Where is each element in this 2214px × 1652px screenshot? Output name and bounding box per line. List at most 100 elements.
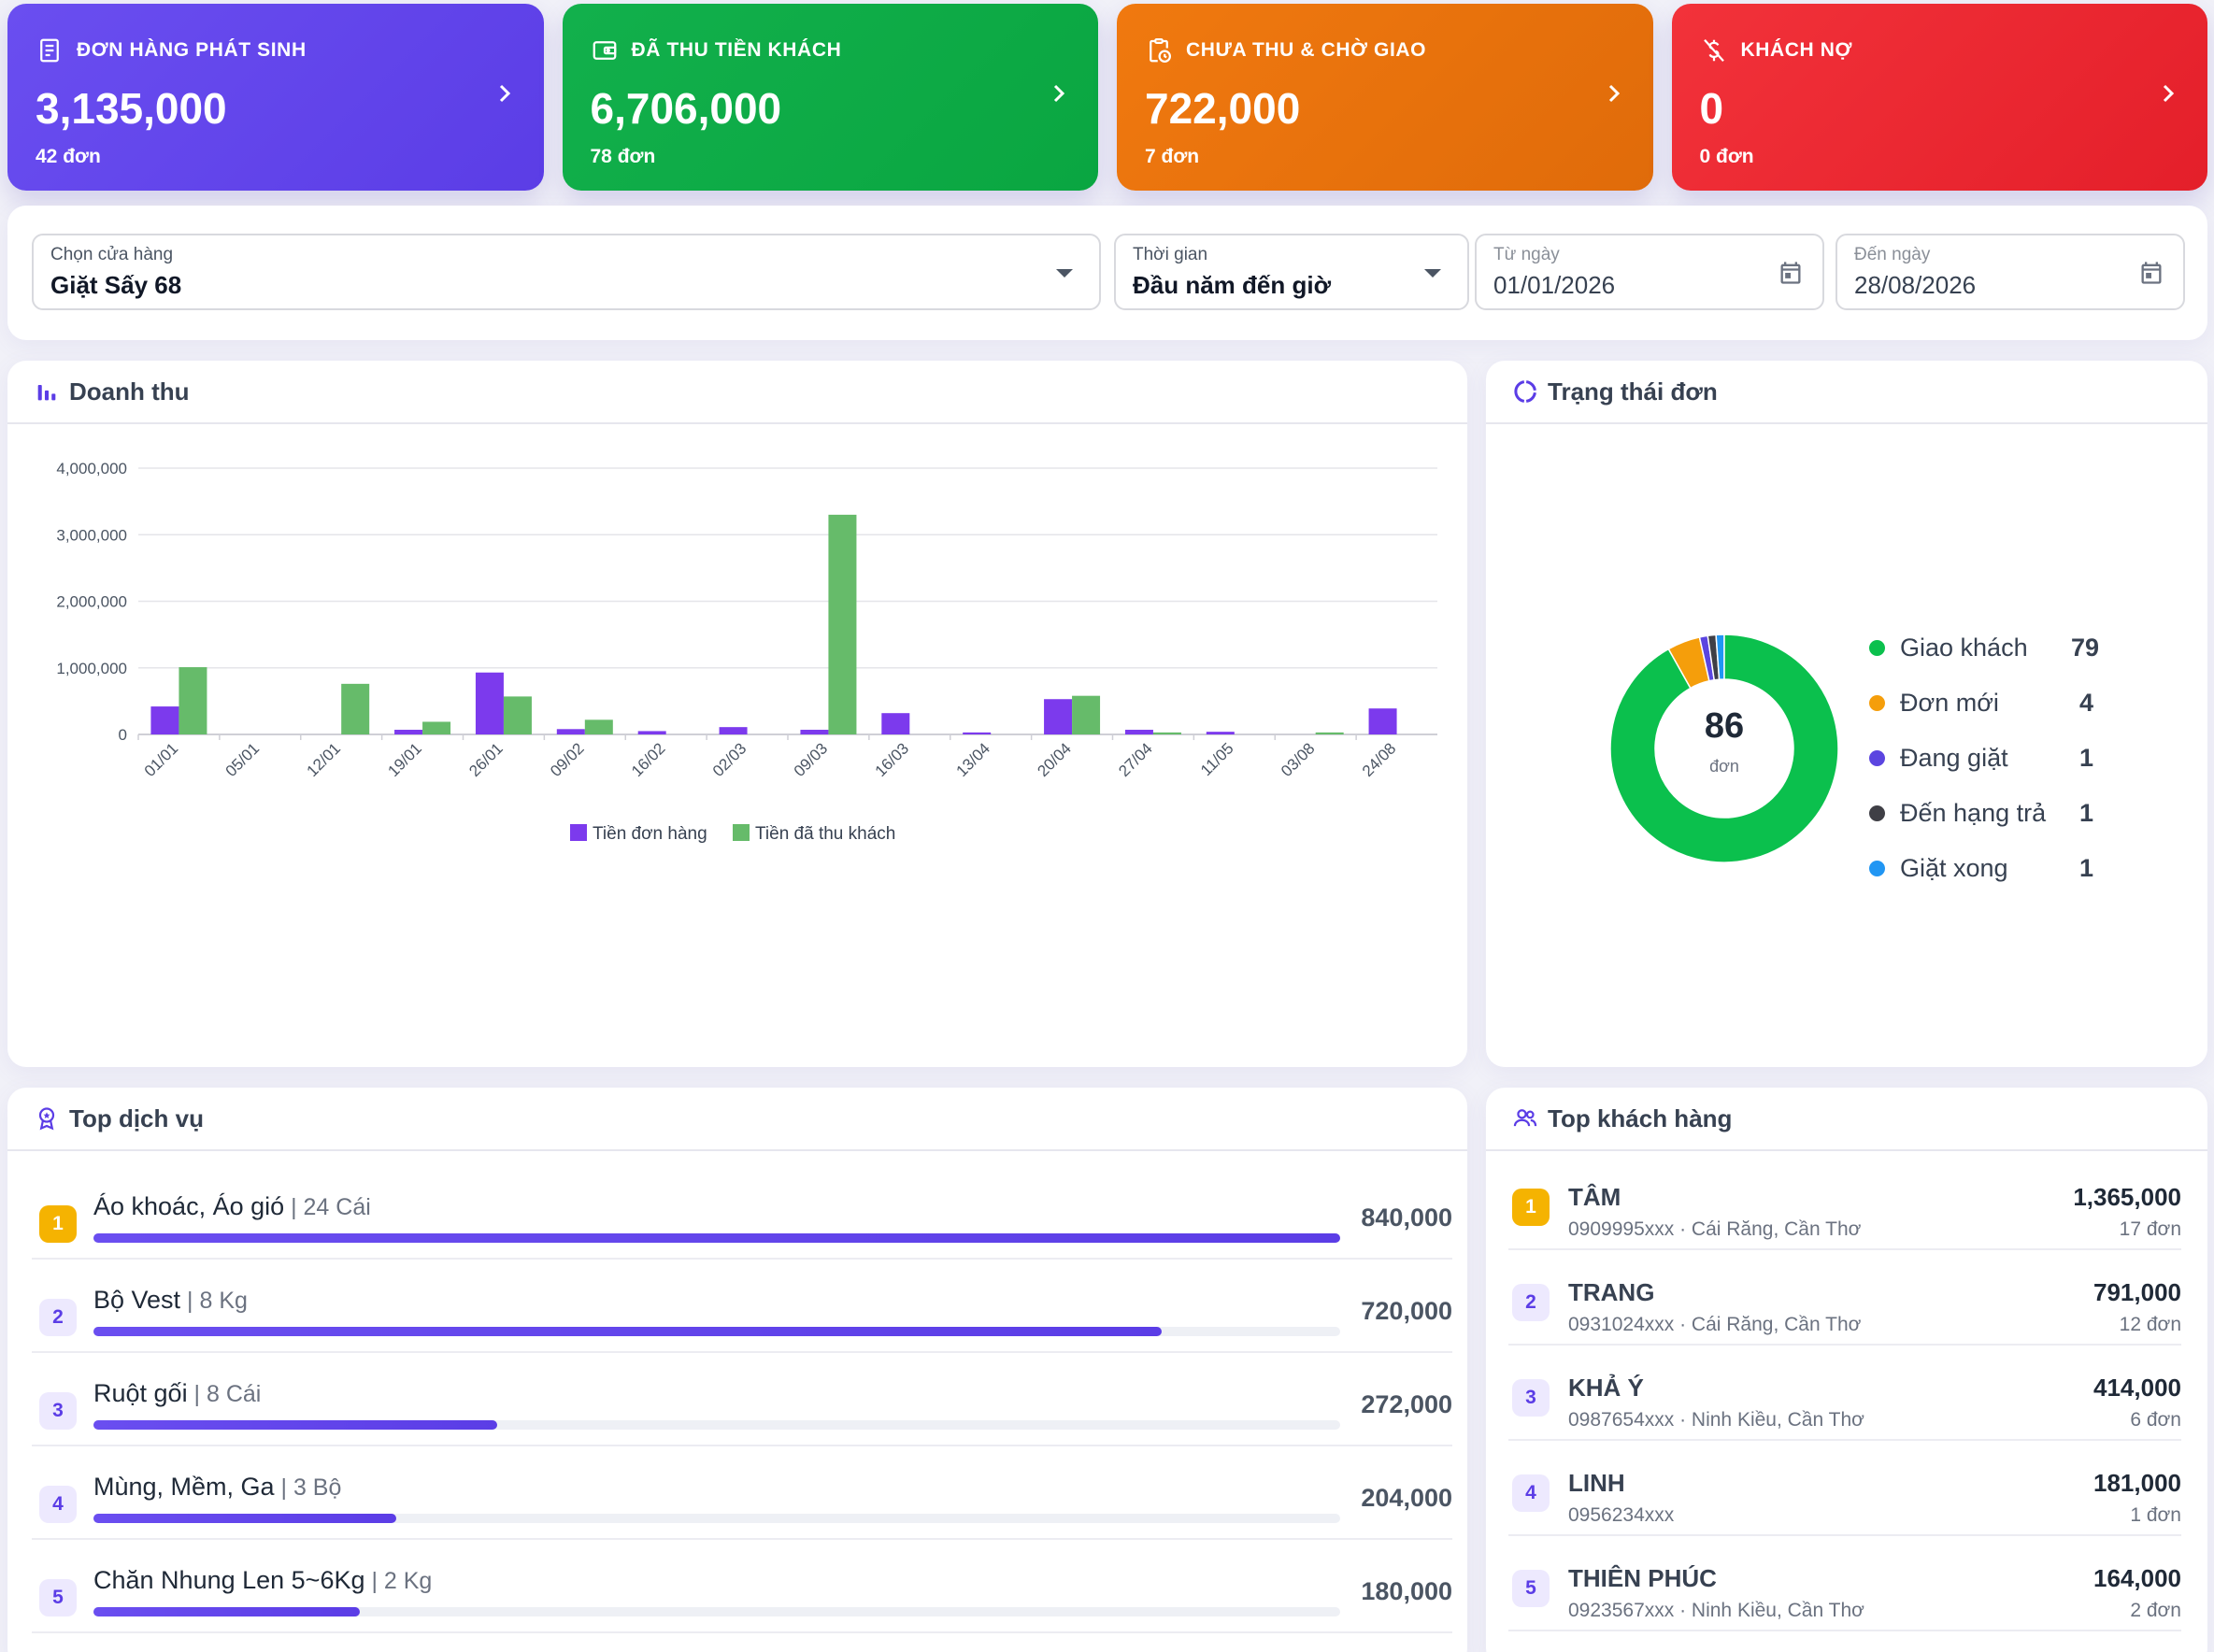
calendar-icon[interactable] — [2138, 260, 2164, 286]
store-select-label: Chọn cửa hàng — [50, 245, 174, 264]
status-count: 1 — [2078, 744, 2093, 772]
bar-order-amount[interactable] — [556, 729, 585, 734]
kpi-title: ĐÃ THU TIỀN KHÁCH — [631, 39, 842, 61]
store-select[interactable]: Chọn cửa hàng Giặt Sấy 68 — [32, 234, 1101, 310]
bar-collected-amount[interactable] — [1072, 695, 1101, 734]
x-tick-label: 02/03 — [709, 739, 750, 780]
bar-collected-amount[interactable] — [422, 721, 451, 734]
customer-orders: 12 đơn — [2119, 1314, 2181, 1335]
bar-order-amount[interactable] — [1206, 732, 1235, 734]
service-row[interactable]: 4 Mùng, Mềm, Ga | 3 Bộ 204,000 — [32, 1446, 1452, 1540]
y-tick-label: 2,000,000 — [56, 593, 127, 611]
bar-order-amount[interactable] — [719, 727, 748, 734]
bar-order-amount[interactable] — [394, 730, 423, 734]
chevron-right-icon[interactable] — [493, 82, 516, 105]
service-bar-track — [93, 1420, 1340, 1430]
bar-collected-amount[interactable] — [1152, 732, 1181, 734]
to-date-field[interactable]: Đến ngày 28/08/2026 — [1835, 234, 2185, 310]
legend-swatch — [733, 824, 750, 841]
bar-order-amount[interactable] — [963, 732, 992, 734]
customer-row[interactable]: 1 TÂM 0909995xxx · Cái Răng, Cần Thơ 1,365,… — [1508, 1155, 2181, 1250]
bar-order-amount[interactable] — [1044, 699, 1073, 734]
services-panel-title: Top dịch vụ — [69, 1104, 204, 1132]
bar-order-amount[interactable] — [881, 713, 910, 734]
wallet-icon — [593, 41, 616, 60]
kpi-title: CHƯA THU & CHỜ GIAO — [1186, 39, 1427, 61]
status-legend-item: Giặt xong 1 — [1869, 841, 2093, 896]
x-tick-label: 16/03 — [872, 739, 913, 780]
from-date-field[interactable]: Từ ngày 01/01/2026 — [1475, 234, 1824, 310]
service-row[interactable]: 3 Ruột gối | 8 Cái 272,000 — [32, 1353, 1452, 1446]
rank-badge: 2 — [39, 1299, 77, 1336]
bar-collected-amount[interactable] — [179, 667, 207, 734]
rank-badge: 1 — [1512, 1189, 1550, 1226]
filter-bar: Chọn cửa hàng Giặt Sấy 68 Thời gian Đầu … — [7, 206, 2207, 340]
customer-row[interactable]: 4 LINH 0956234xxx 181,000 1 đơn — [1508, 1441, 2181, 1536]
service-qty: 24 Cái — [303, 1194, 371, 1220]
kpi-value: 3,135,000 — [36, 84, 227, 133]
customers-panel: Top khách hàng 1 TÂM 0909995xxx · Cái Răng… — [1486, 1088, 2207, 1652]
bar-order-amount[interactable] — [800, 730, 829, 734]
services-panel-header: Top dịch vụ — [7, 1088, 1467, 1151]
service-qty: 3 Bộ — [293, 1474, 342, 1501]
x-tick-label: 03/08 — [1278, 739, 1319, 780]
y-tick-label: 0 — [119, 726, 127, 744]
kpi-title: ĐƠN HÀNG PHÁT SINH — [77, 39, 307, 61]
donut-progress-icon — [1514, 380, 1536, 403]
customer-row[interactable]: 5 THIÊN PHÚC 0923567xxx · Ninh Kiều, Cần T… — [1508, 1536, 2181, 1631]
revenue-chart: 0 1,000,000 2,000,000 3,000,000 4,000,000 01/… — [56, 460, 1437, 844]
bar-collected-amount[interactable] — [584, 719, 613, 734]
status-panel-header: Trạng thái đơn — [1486, 361, 2207, 424]
donut-slice[interactable] — [1609, 634, 1839, 863]
status-legend-item: Đến hạng trả 1 — [1869, 786, 2093, 841]
service-qty: 8 Cái — [206, 1381, 262, 1407]
customer-orders: 17 đơn — [2119, 1218, 2181, 1240]
status-legend-item: Đơn mới 4 — [1869, 676, 2093, 731]
chevron-right-icon[interactable] — [1048, 82, 1070, 105]
bar-collected-amount[interactable] — [828, 514, 857, 734]
service-row[interactable]: 2 Bộ Vest | 8 Kg 720,000 — [32, 1260, 1452, 1353]
bar-order-amount[interactable] — [475, 672, 504, 734]
period-select-value: Đầu năm đến giờ — [1133, 271, 1332, 299]
bar-collected-amount[interactable] — [341, 683, 370, 734]
status-legend: Giao khách 79 Đơn mới 4 Đang giặt 1 Đến hạng t… — [1869, 620, 2100, 896]
chevron-right-icon[interactable] — [1603, 82, 1625, 105]
period-select-label: Thời gian — [1133, 245, 1208, 264]
calendar-icon[interactable] — [1778, 260, 1804, 286]
rank-badge: 5 — [39, 1579, 77, 1616]
status-name: Giao khách — [1900, 634, 2028, 662]
bar-order-amount[interactable] — [1368, 708, 1397, 734]
status-count: 79 — [2071, 634, 2100, 662]
service-amount: 840,000 — [1361, 1203, 1452, 1232]
bar-order-amount[interactable] — [150, 706, 179, 734]
status-panel-title: Trạng thái đơn — [1548, 377, 1718, 406]
service-row[interactable]: 5 Chăn Nhung Len 5~6Kg | 2 Kg 180,000 — [32, 1540, 1452, 1633]
service-name: Mùng, Mềm, Ga | 3 Bộ — [93, 1473, 341, 1502]
bar-order-amount[interactable] — [637, 731, 666, 734]
customer-row[interactable]: 2 TRANG 0931024xxx · Cái Răng, Cần Thơ 791,… — [1508, 1250, 2181, 1346]
legend-label[interactable]: Tiền đã thu khách — [755, 824, 895, 844]
legend-label[interactable]: Tiền đơn hàng — [593, 824, 707, 844]
x-tick-label: 12/01 — [303, 739, 344, 780]
dropdown-arrow-icon — [1056, 269, 1073, 278]
status-dot — [1869, 695, 1885, 711]
customer-row[interactable]: 3 KHẢ Ý 0987654xxx · Ninh Kiều, Cần Thơ 414… — [1508, 1346, 2181, 1441]
revenue-panel-header: Doanh thu — [7, 361, 1467, 424]
bar-collected-amount[interactable] — [1315, 732, 1344, 734]
bar-order-amount[interactable] — [1124, 730, 1153, 734]
kpi-card-debt[interactable]: KHÁCH NỢ 0 0 đơn — [1671, 4, 2207, 191]
chevron-right-icon[interactable] — [2157, 82, 2179, 105]
service-amount: 180,000 — [1361, 1577, 1452, 1605]
period-select[interactable]: Thời gian Đầu năm đến giờ — [1114, 234, 1469, 310]
kpi-card-orders[interactable]: ĐƠN HÀNG PHÁT SINH 3,135,000 42 đơn — [7, 4, 544, 191]
kpi-card-collected[interactable]: ĐÃ THU TIỀN KHÁCH 6,706,000 78 đơn — [562, 4, 1098, 191]
x-tick-label: 24/08 — [1359, 739, 1400, 780]
service-row[interactable]: 1 Áo khoác, Áo gió | 24 Cái 840,000 — [32, 1166, 1452, 1260]
x-tick-label: 09/03 — [791, 739, 832, 780]
revenue-panel-title: Doanh thu — [69, 377, 190, 406]
service-name: Bộ Vest | 8 Kg — [93, 1286, 248, 1315]
kpi-value: 6,706,000 — [590, 84, 782, 133]
kpi-card-pending[interactable]: CHƯA THU & CHỜ GIAO 722,000 7 đơn — [1117, 4, 1653, 191]
from-date-value: 01/01/2026 — [1493, 271, 1616, 299]
bar-collected-amount[interactable] — [503, 696, 532, 734]
